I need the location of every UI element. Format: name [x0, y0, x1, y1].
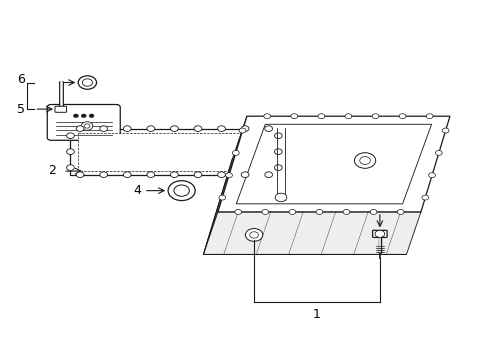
- Circle shape: [396, 210, 403, 215]
- Text: 2: 2: [48, 163, 56, 176]
- Circle shape: [274, 133, 282, 139]
- Circle shape: [239, 128, 245, 133]
- Circle shape: [100, 126, 107, 131]
- Circle shape: [123, 172, 131, 177]
- FancyBboxPatch shape: [372, 230, 386, 238]
- Circle shape: [123, 126, 131, 131]
- Circle shape: [89, 114, 94, 118]
- Circle shape: [147, 126, 154, 131]
- Circle shape: [82, 79, 92, 86]
- Text: 1: 1: [312, 307, 320, 321]
- Circle shape: [76, 172, 84, 177]
- FancyBboxPatch shape: [47, 104, 120, 140]
- Circle shape: [274, 165, 282, 170]
- Circle shape: [217, 126, 225, 131]
- Polygon shape: [236, 124, 431, 204]
- Circle shape: [374, 230, 384, 238]
- Circle shape: [174, 185, 189, 196]
- Circle shape: [421, 195, 428, 200]
- Circle shape: [354, 153, 375, 168]
- Text: 5: 5: [17, 103, 24, 116]
- Circle shape: [219, 195, 225, 200]
- Circle shape: [290, 114, 297, 119]
- Circle shape: [426, 114, 432, 119]
- Circle shape: [345, 114, 351, 119]
- Text: 3: 3: [375, 197, 383, 210]
- Circle shape: [249, 232, 258, 238]
- Circle shape: [76, 126, 84, 131]
- Circle shape: [315, 210, 322, 215]
- Circle shape: [81, 114, 86, 118]
- Circle shape: [73, 114, 78, 118]
- Circle shape: [245, 229, 262, 241]
- Circle shape: [371, 114, 378, 119]
- Circle shape: [232, 150, 239, 156]
- Circle shape: [168, 181, 195, 201]
- Polygon shape: [218, 116, 449, 212]
- Circle shape: [147, 172, 154, 177]
- Circle shape: [288, 210, 295, 215]
- Circle shape: [84, 124, 90, 128]
- Circle shape: [428, 173, 435, 178]
- Circle shape: [66, 133, 74, 139]
- Polygon shape: [203, 116, 246, 255]
- Circle shape: [194, 126, 202, 131]
- Circle shape: [274, 149, 282, 154]
- Circle shape: [78, 76, 96, 89]
- Circle shape: [264, 126, 272, 131]
- Text: 4: 4: [133, 184, 141, 197]
- Circle shape: [343, 210, 349, 215]
- Circle shape: [217, 172, 225, 177]
- Circle shape: [317, 114, 324, 119]
- Circle shape: [398, 114, 405, 119]
- Circle shape: [234, 210, 241, 215]
- Circle shape: [369, 210, 376, 215]
- Circle shape: [262, 210, 268, 215]
- Circle shape: [225, 173, 232, 178]
- Text: 6: 6: [17, 73, 24, 86]
- Circle shape: [435, 150, 441, 156]
- Circle shape: [441, 128, 448, 133]
- Polygon shape: [70, 129, 278, 175]
- Polygon shape: [203, 212, 420, 255]
- Circle shape: [170, 126, 178, 131]
- FancyBboxPatch shape: [55, 106, 66, 112]
- Circle shape: [170, 172, 178, 177]
- Circle shape: [100, 172, 107, 177]
- Circle shape: [241, 172, 248, 177]
- Circle shape: [194, 172, 202, 177]
- Circle shape: [241, 126, 248, 131]
- Circle shape: [275, 193, 286, 202]
- Circle shape: [66, 165, 74, 170]
- Circle shape: [264, 114, 270, 119]
- Polygon shape: [78, 132, 270, 171]
- Circle shape: [66, 149, 74, 154]
- Circle shape: [359, 157, 369, 165]
- Circle shape: [264, 172, 272, 177]
- Circle shape: [81, 122, 93, 130]
